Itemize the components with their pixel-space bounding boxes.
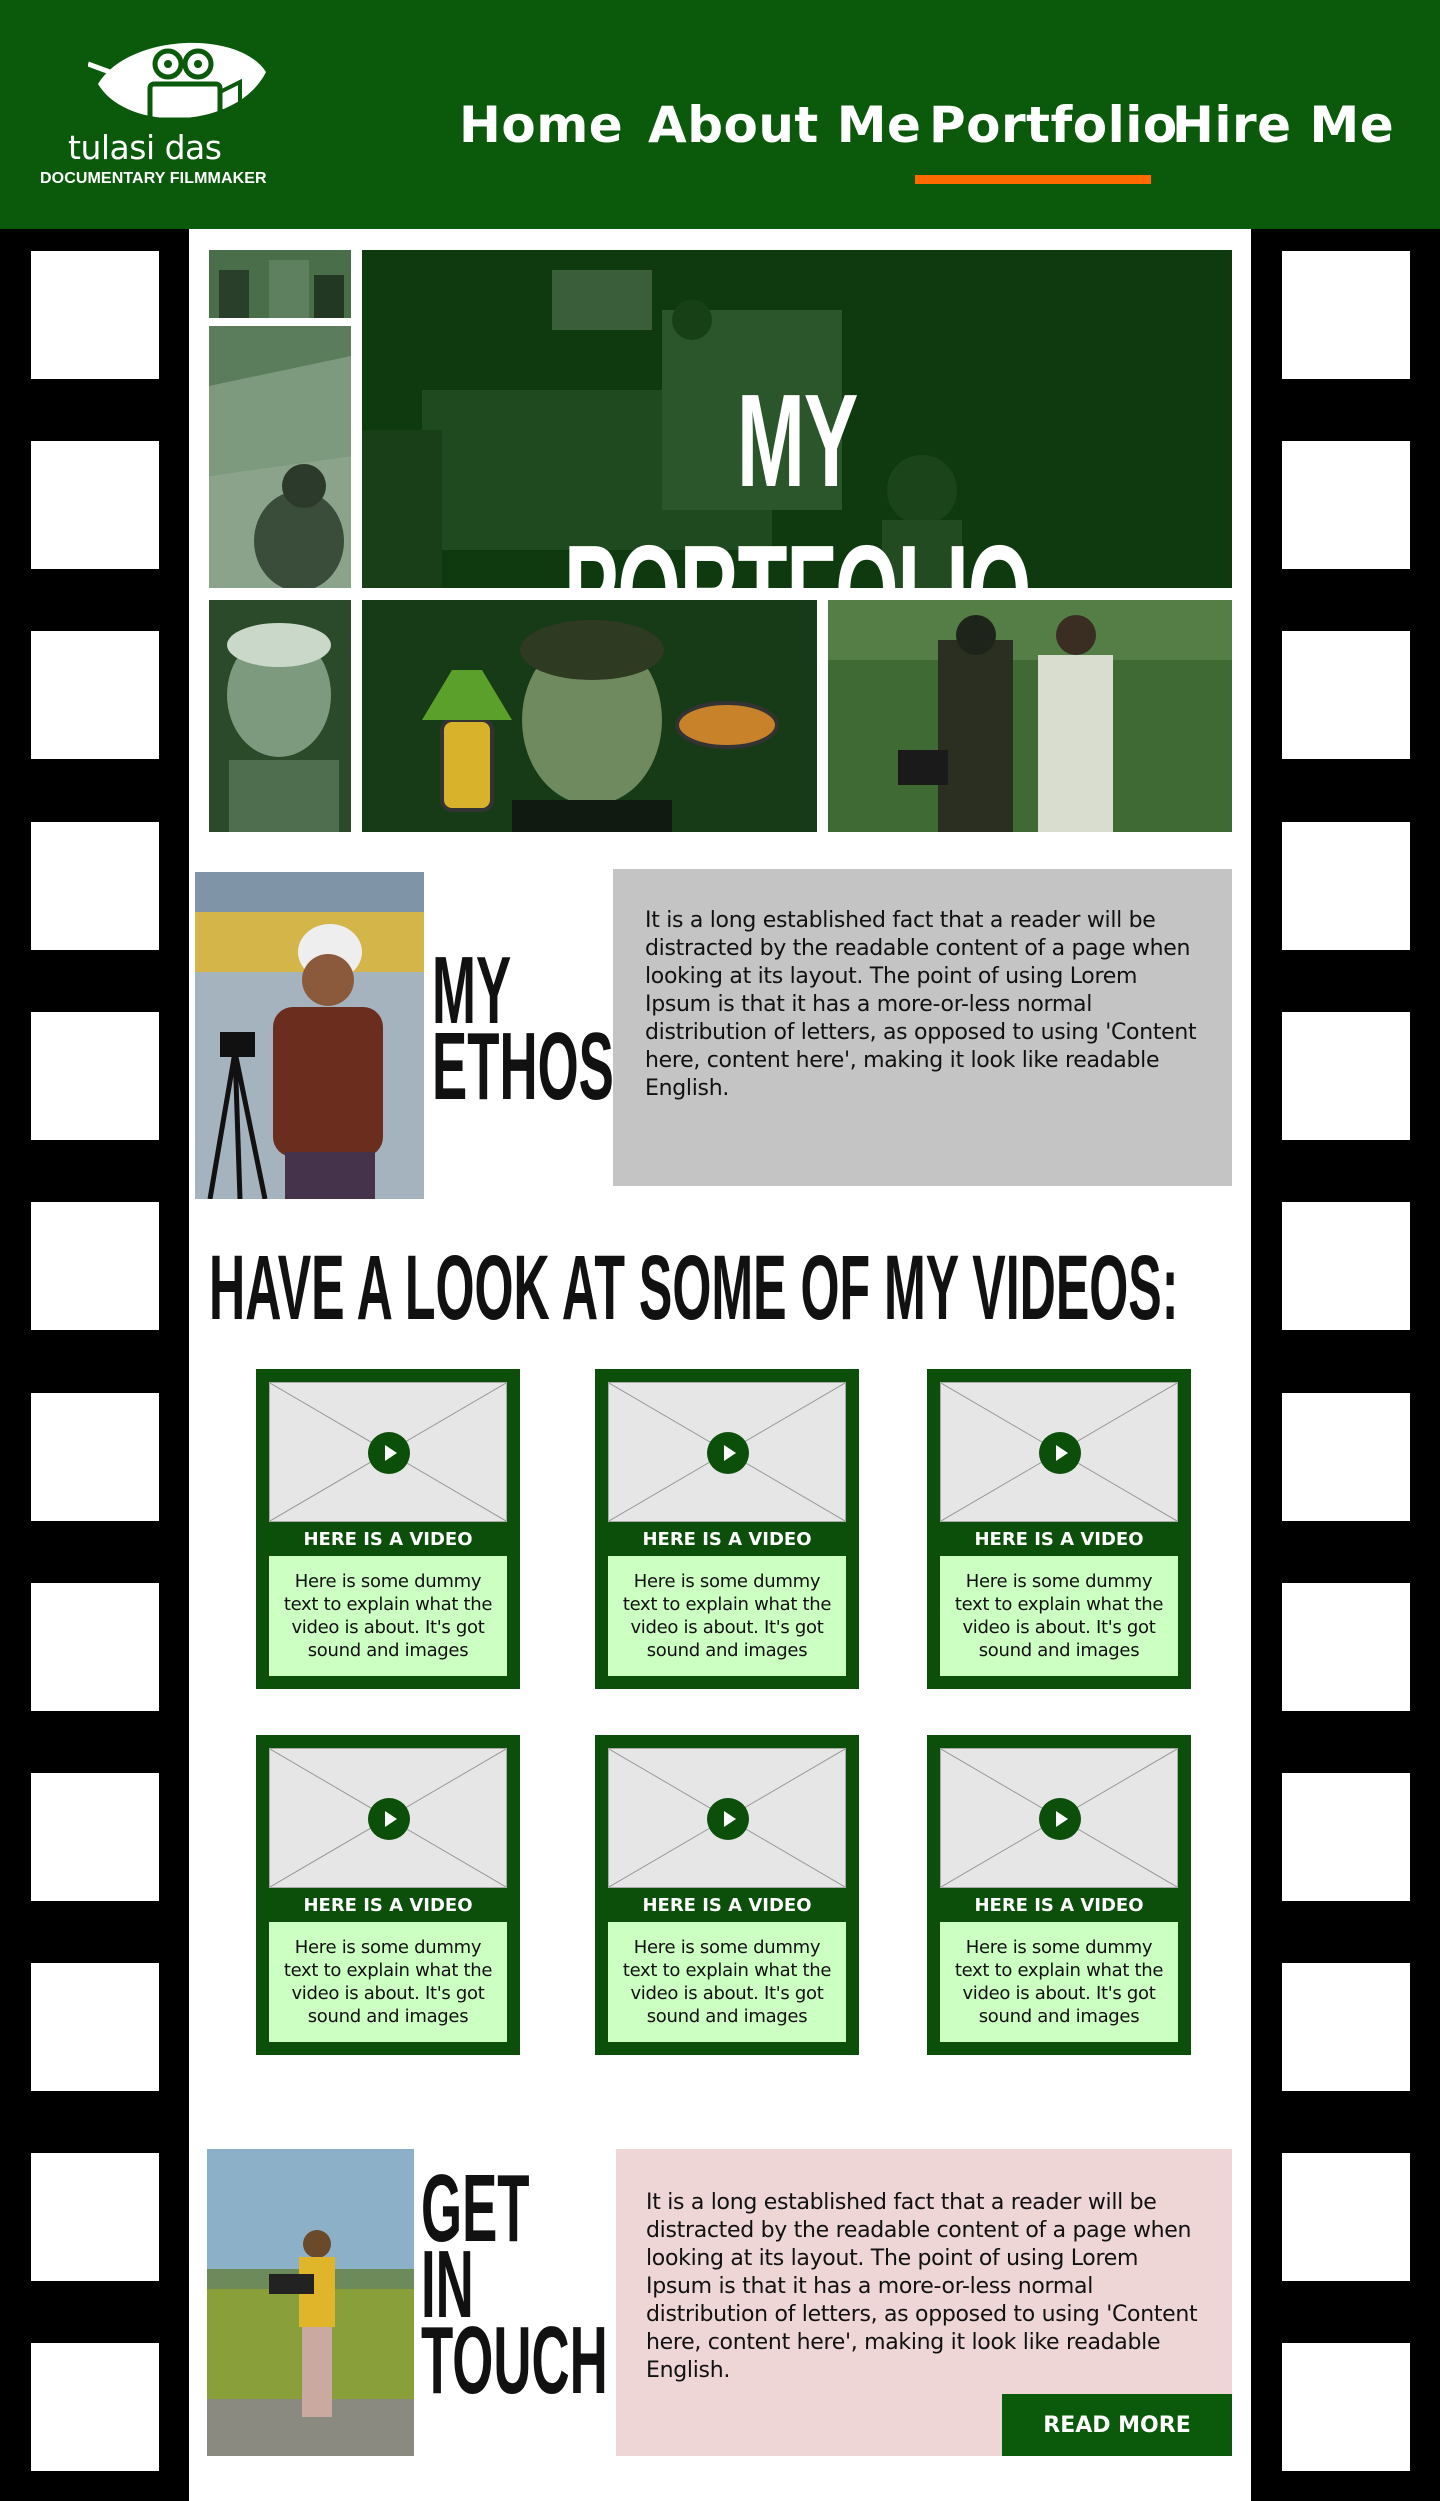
collage-photo-vlogger bbox=[362, 600, 817, 832]
film-hole bbox=[1282, 1012, 1410, 1140]
contact-heading-line3: TOUCH bbox=[421, 2307, 608, 2414]
film-hole bbox=[1282, 1393, 1410, 1521]
video-description: Here is some dummy text to explain what … bbox=[269, 1556, 507, 1676]
video-card[interactable]: HERE IS A VIDEO Here is some dummy text t… bbox=[927, 1369, 1191, 1689]
video-card[interactable]: HERE IS A VIDEO Here is some dummy text t… bbox=[256, 1735, 520, 2055]
film-hole bbox=[31, 1583, 159, 1711]
film-hole bbox=[1282, 2343, 1410, 2471]
video-thumbnail[interactable] bbox=[608, 1748, 846, 1888]
ethos-heading-line1: MY bbox=[432, 937, 512, 1044]
film-hole bbox=[1282, 251, 1410, 379]
play-icon[interactable] bbox=[1039, 1432, 1081, 1474]
collage-photo-crowd bbox=[209, 250, 351, 318]
play-icon[interactable] bbox=[707, 1798, 749, 1840]
film-hole bbox=[31, 1202, 159, 1330]
film-camera-leaf-logo bbox=[88, 42, 266, 124]
film-hole bbox=[31, 1012, 159, 1140]
film-hole bbox=[1282, 1963, 1410, 2091]
video-title: HERE IS A VIDEO bbox=[303, 1529, 473, 1550]
video-title: HERE IS A VIDEO bbox=[642, 1529, 812, 1550]
video-thumbnail[interactable] bbox=[269, 1748, 507, 1888]
ethos-photo bbox=[195, 872, 424, 1199]
ethos-text: It is a long established fact that a rea… bbox=[645, 908, 1197, 1101]
contact-heading-line1: GET bbox=[421, 2155, 530, 2262]
film-hole bbox=[31, 2343, 159, 2471]
play-icon[interactable] bbox=[707, 1432, 749, 1474]
video-card[interactable]: HERE IS A VIDEO Here is some dummy text t… bbox=[927, 1735, 1191, 2055]
play-icon[interactable] bbox=[368, 1798, 410, 1840]
film-hole bbox=[1282, 1202, 1410, 1330]
brand-tagline: DOCUMENTARY FILMMAKER bbox=[40, 170, 267, 187]
brand-logo[interactable]: tulasi das DOCUMENTARY FILMMAKER bbox=[38, 34, 268, 194]
ethos-heading-line2: ETHOS bbox=[432, 1013, 614, 1120]
collage-photo-bridge bbox=[209, 326, 351, 588]
nav-portfolio[interactable]: Portfolio bbox=[929, 96, 1178, 154]
film-hole bbox=[31, 251, 159, 379]
film-hole bbox=[1282, 2153, 1410, 2281]
contact-photo bbox=[207, 2149, 414, 2456]
ethos-heading: MY ETHOS bbox=[432, 937, 614, 1148]
brand-name: tulasi das bbox=[68, 128, 222, 167]
film-hole bbox=[31, 631, 159, 759]
video-description: Here is some dummy text to explain what … bbox=[269, 1922, 507, 2042]
play-icon[interactable] bbox=[1039, 1798, 1081, 1840]
video-title: HERE IS A VIDEO bbox=[303, 1895, 473, 1916]
film-hole bbox=[31, 822, 159, 950]
video-title: HERE IS A VIDEO bbox=[642, 1895, 812, 1916]
nav-about-me[interactable]: About Me bbox=[648, 96, 922, 154]
video-thumbnail[interactable] bbox=[608, 1382, 846, 1522]
film-hole bbox=[31, 1393, 159, 1521]
video-card[interactable]: HERE IS A VIDEO Here is some dummy text t… bbox=[595, 1369, 859, 1689]
video-card[interactable]: HERE IS A VIDEO Here is some dummy text t… bbox=[256, 1369, 520, 1689]
video-description: Here is some dummy text to explain what … bbox=[940, 1922, 1178, 2042]
play-icon[interactable] bbox=[368, 1432, 410, 1474]
ethos-text-box: It is a long established fact that a rea… bbox=[613, 869, 1232, 1186]
film-hole bbox=[31, 1963, 159, 2091]
contact-heading-line2: IN bbox=[421, 2231, 474, 2338]
portfolio-title: MY PORTFOLIO bbox=[564, 367, 1031, 588]
hero-banner: MY PORTFOLIO bbox=[362, 250, 1232, 588]
film-hole bbox=[1282, 822, 1410, 950]
contact-text: It is a long established fact that a rea… bbox=[646, 2190, 1198, 2383]
collage-photo-field bbox=[828, 600, 1232, 832]
contact-heading: GET IN TOUCH bbox=[421, 2155, 608, 2455]
film-hole bbox=[1282, 631, 1410, 759]
videos-heading: HAVE A LOOK AT SOME OF MY VIDEOS: bbox=[209, 1237, 1179, 1339]
video-description: Here is some dummy text to explain what … bbox=[608, 1556, 846, 1676]
video-title: HERE IS A VIDEO bbox=[974, 1529, 1144, 1550]
video-title: HERE IS A VIDEO bbox=[974, 1895, 1144, 1916]
film-hole bbox=[31, 1773, 159, 1901]
video-thumbnail[interactable] bbox=[269, 1382, 507, 1522]
nav-active-indicator bbox=[915, 175, 1151, 184]
site-header: tulasi das DOCUMENTARY FILMMAKER Home Ab… bbox=[0, 0, 1440, 229]
nav-home[interactable]: Home bbox=[459, 96, 624, 154]
videos-heading-wrap: HAVE A LOOK AT SOME OF MY VIDEOS: bbox=[209, 1238, 1209, 1338]
nav-hire-me[interactable]: Hire Me bbox=[1172, 96, 1395, 154]
read-more-button[interactable]: READ MORE bbox=[1002, 2394, 1232, 2456]
video-description: Here is some dummy text to explain what … bbox=[608, 1922, 846, 2042]
film-hole bbox=[31, 2153, 159, 2281]
video-thumbnail[interactable] bbox=[940, 1382, 1178, 1522]
contact-text-box: It is a long established fact that a rea… bbox=[616, 2149, 1232, 2456]
film-hole bbox=[1282, 1773, 1410, 1901]
film-hole bbox=[1282, 441, 1410, 569]
film-hole bbox=[1282, 1583, 1410, 1711]
video-description: Here is some dummy text to explain what … bbox=[940, 1556, 1178, 1676]
collage-photo-elder bbox=[209, 600, 351, 832]
video-thumbnail[interactable] bbox=[940, 1748, 1178, 1888]
video-card[interactable]: HERE IS A VIDEO Here is some dummy text t… bbox=[595, 1735, 859, 2055]
film-hole bbox=[31, 441, 159, 569]
